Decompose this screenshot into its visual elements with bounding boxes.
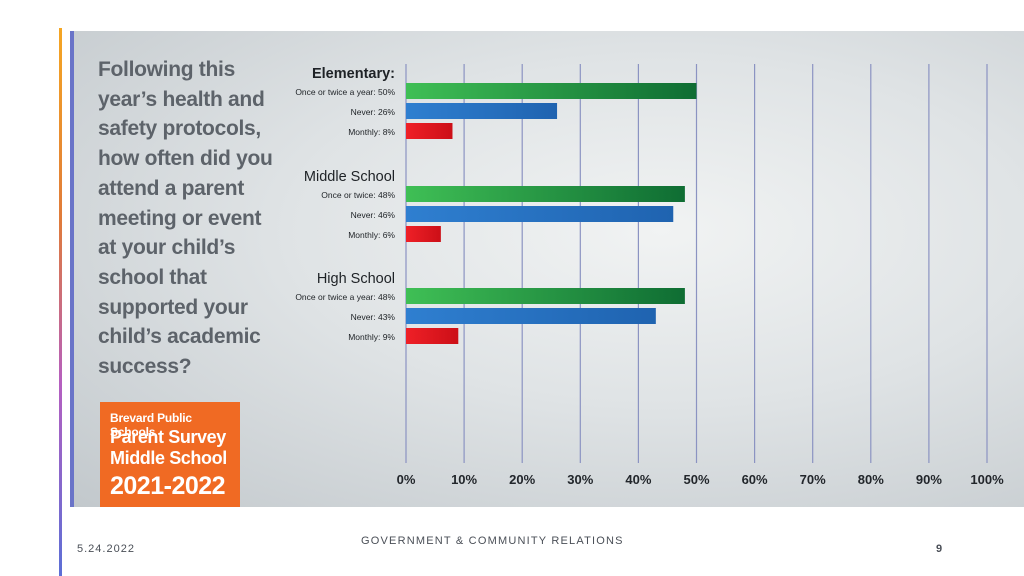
x-tick-label: 80% (858, 472, 884, 487)
bar-label: Monthly: 9% (348, 332, 395, 342)
footer-title: GOVERNMENT & COMMUNITY RELATIONS (361, 535, 624, 547)
bar-label: Never: 46% (351, 210, 396, 220)
bar-label: Monthly: 8% (348, 127, 395, 137)
badge-line-survey: Parent Survey (110, 427, 226, 447)
footer-date: 5.24.2022 (77, 543, 135, 555)
bar (406, 83, 697, 99)
group-title: Middle School (304, 169, 395, 185)
badge-line-year: 2021-2022 (110, 472, 226, 500)
bar-label: Never: 26% (351, 107, 396, 117)
x-tick-label: 70% (800, 472, 826, 487)
x-tick-label: 40% (625, 472, 651, 487)
x-tick-label: 100% (970, 472, 1004, 487)
badge-line-district: Brevard Public Schools (110, 411, 192, 439)
slide-left-edge (70, 31, 74, 507)
badge-line-school: Middle School (110, 448, 227, 468)
slide-panel: Following this year’s health and safety … (70, 31, 1024, 507)
x-tick-label: 10% (451, 472, 477, 487)
bar (406, 288, 685, 304)
bar (406, 206, 674, 222)
x-tick-label: 0% (397, 472, 416, 487)
bar (406, 328, 459, 344)
survey-question: Following this year’s health and safety … (98, 58, 273, 379)
bar-label: Monthly: 6% (348, 230, 395, 240)
bar-chart: 0% 10% 20% 30% 40% 50% 60% 70% 80% 90% 100% Element… (295, 64, 1004, 487)
survey-badge: Brevard Public Schools Parent Survey Mid… (100, 402, 240, 507)
bar-label: Once or twice a year: 50% (295, 87, 395, 97)
group-title: Elementary: (312, 66, 395, 82)
bar (406, 308, 656, 324)
x-tick-label: 30% (567, 472, 593, 487)
x-tick-label: 90% (916, 472, 942, 487)
x-tick-label: 60% (742, 472, 768, 487)
bar (406, 226, 441, 242)
bar-label: Once or twice a year: 48% (295, 292, 395, 302)
page-number: 9 (936, 543, 943, 555)
bar-label: Once or twice: 48% (321, 190, 395, 200)
group-title: High School (317, 271, 395, 287)
bar-label: Never: 43% (351, 312, 396, 322)
bar (406, 103, 558, 119)
accent-bar (59, 28, 62, 576)
x-tick-label: 20% (509, 472, 535, 487)
x-tick-label: 50% (683, 472, 709, 487)
bar (406, 186, 685, 202)
bar (406, 123, 453, 139)
